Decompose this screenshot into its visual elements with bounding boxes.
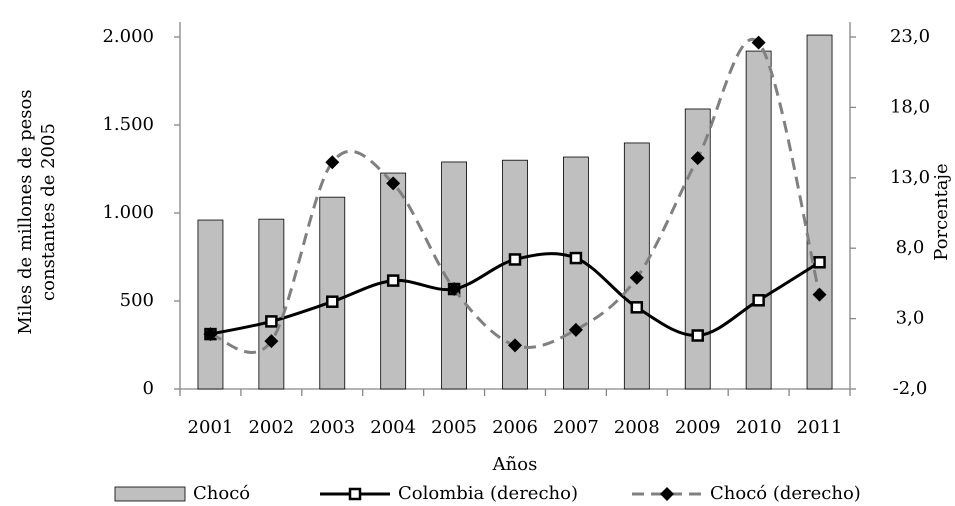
bar <box>563 156 589 390</box>
bar <box>319 196 346 390</box>
x-tick-label: 2008 <box>614 417 660 438</box>
point <box>630 301 644 314</box>
legend-marker <box>348 487 362 501</box>
point <box>386 176 401 191</box>
bar <box>806 34 833 390</box>
bar <box>502 159 528 390</box>
legend-marker <box>660 487 674 501</box>
y-tick-label: 1.500 <box>102 114 154 135</box>
y-tick-label: 1.000 <box>102 202 154 223</box>
x-tick-label: 2005 <box>431 417 477 438</box>
y-axis-title: Miles de millones de pesos constantes de… <box>15 89 59 335</box>
point <box>264 334 279 349</box>
bar <box>623 142 650 390</box>
y2-tick-label: 23,0 <box>890 26 930 47</box>
y2-tick-label: 18,0 <box>890 96 930 117</box>
legend-label: Chocó <box>193 483 250 504</box>
x-tick-label: 2001 <box>188 417 234 438</box>
point <box>751 35 766 50</box>
x-tick-label: 2002 <box>248 417 294 438</box>
point <box>569 251 583 265</box>
point <box>325 155 340 170</box>
point <box>265 315 278 328</box>
legend-label: Chocó (derecho) <box>710 483 861 504</box>
point <box>508 253 522 266</box>
point <box>752 294 765 307</box>
x-axis-title: Años <box>492 454 538 475</box>
y2-tick-label: 13,0 <box>890 167 930 188</box>
y-tick-label: 2.000 <box>102 26 154 47</box>
x-tick-label: 2004 <box>370 417 416 438</box>
point <box>386 274 400 287</box>
point <box>447 282 462 297</box>
y2-tick-label: 3,0 <box>896 308 925 329</box>
point <box>690 151 705 166</box>
y2-axis-title: Porcentaje <box>931 163 952 260</box>
bar <box>197 219 224 390</box>
y2-tick-label: -2,0 <box>893 378 928 399</box>
x-tick-label: 2006 <box>492 417 538 438</box>
point <box>568 322 583 337</box>
legend-label: Colombia (derecho) <box>398 483 578 504</box>
bar <box>684 108 711 390</box>
bar <box>258 218 285 390</box>
x-tick-label: 2009 <box>675 417 721 438</box>
bar <box>745 50 772 390</box>
point <box>629 270 644 285</box>
point <box>508 338 522 353</box>
point <box>203 327 218 342</box>
x-tick-label: 2011 <box>797 417 843 438</box>
x-tick-label: 2003 <box>309 417 355 438</box>
point <box>812 287 827 302</box>
point <box>326 295 339 308</box>
x-tick-label: 2010 <box>736 417 782 438</box>
y-tick-label: 0 <box>143 378 154 399</box>
point <box>813 256 826 269</box>
legend-swatch <box>114 486 186 502</box>
y2-tick-label: 8,0 <box>896 237 925 258</box>
point <box>691 329 704 342</box>
line <box>209 38 822 354</box>
y-tick-label: 500 <box>120 290 154 311</box>
x-tick-label: 2007 <box>553 417 599 438</box>
